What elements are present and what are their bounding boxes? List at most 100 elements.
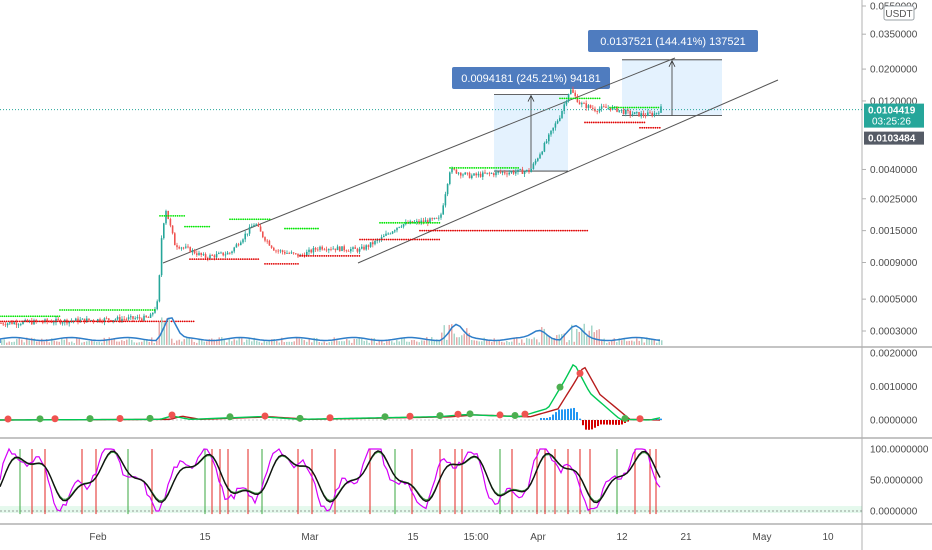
stop-dot-short: [403, 238, 405, 241]
stop-dot-long: [624, 106, 627, 109]
candle-body: [358, 248, 361, 252]
stop-dot-long: [100, 309, 103, 311]
channel-lower-line[interactable]: [357, 79, 779, 264]
stop-dot-long: [251, 218, 253, 221]
stop-dot-short: [586, 229, 589, 232]
channel-upper-line[interactable]: [162, 57, 676, 264]
stop-dot-long: [613, 106, 616, 109]
volume-bar: [551, 337, 553, 345]
volume-bar: [563, 333, 565, 345]
stop-dot-long: [303, 227, 306, 230]
stop-dot-short: [654, 126, 657, 129]
volume-bar: [18, 338, 20, 345]
candle-body: [556, 120, 559, 124]
volume-bar: [528, 338, 530, 345]
macd-histogram-bar: [582, 420, 584, 426]
volume-bar: [251, 341, 253, 345]
stop-dot-short: [47, 320, 50, 323]
candle-body: [105, 318, 108, 320]
stop-dot-short: [449, 229, 452, 232]
candle-body: [136, 317, 139, 319]
volume-bar: [321, 342, 323, 345]
candle-body: [440, 214, 442, 218]
stop-dot-long: [457, 167, 460, 169]
currency-label: USDT: [885, 9, 912, 20]
candle-body: [31, 320, 33, 325]
currency-badge[interactable]: USDT: [883, 5, 915, 21]
stop-dot-short: [303, 255, 306, 257]
volume-bar: [446, 339, 448, 345]
volume-bar: [83, 341, 85, 345]
stop-dot-long: [45, 315, 48, 318]
stop-dot-short: [191, 258, 194, 261]
candle-body: [345, 250, 348, 252]
candle-body: [578, 102, 581, 105]
stop-dot-short: [43, 320, 45, 323]
candle-body: [178, 247, 180, 249]
time-axis[interactable]: Feb 15 Mar 15 15:00 Apr 12 21 May 10: [89, 532, 834, 543]
stop-dot-long: [460, 167, 462, 169]
stop-dot-long: [70, 309, 72, 311]
stop-dot-short: [647, 126, 650, 129]
stop-dot-short: [400, 238, 403, 241]
volume-ma-line: [0, 317, 661, 343]
stop-dot-long: [159, 214, 161, 217]
stop-dot-short: [557, 229, 560, 232]
stop-dot-long: [5, 315, 8, 318]
stop-dot-long: [96, 309, 99, 311]
stop-dot-short: [467, 229, 470, 232]
stop-dot-short: [60, 320, 63, 323]
volume-bar: [366, 340, 368, 345]
volume-bar: [406, 341, 408, 345]
measure-boxes[interactable]: 0.0094181 (245.21%) 94181 0.0137521 (144.…: [452, 30, 758, 172]
stop-dot-short: [429, 238, 432, 241]
trend-channel[interactable]: [162, 57, 779, 264]
stop-dot-long: [120, 309, 123, 311]
stochastic-pane: [0, 447, 862, 515]
price-axis[interactable]: 0.05500000.03500000.02000000.01200000.00…: [862, 2, 918, 338]
current-price-tag: [864, 103, 924, 128]
candle-body: [660, 106, 662, 113]
volume-bar: [661, 340, 663, 345]
volume-bar: [648, 338, 650, 345]
stop-dot-short: [619, 121, 622, 124]
volume-bar: [378, 341, 380, 345]
stop-dot-long: [626, 106, 629, 109]
stop-dot-long: [451, 167, 454, 169]
candle-body: [479, 173, 482, 177]
stop-dot-long: [165, 214, 168, 217]
candle-body: [581, 103, 583, 105]
stop-dot-long: [248, 218, 251, 221]
volume-bar: [368, 342, 370, 345]
stop-dot-short: [226, 258, 229, 261]
candle-body: [35, 320, 37, 322]
stop-dot-short: [93, 320, 96, 323]
volume-bar: [171, 338, 173, 345]
stop-dot-short: [340, 255, 343, 257]
stochastic-axis[interactable]: 100.0000000 50.0000000 0.0000000: [870, 445, 929, 518]
candle-body: [295, 253, 297, 255]
stop-dot-short: [131, 320, 133, 323]
candle-body: [572, 89, 574, 93]
stop-dot-short: [425, 238, 427, 241]
candle-body: [367, 245, 370, 247]
stop-dot-long: [381, 221, 384, 224]
volume-bar: [343, 341, 345, 345]
stop-dot-short: [502, 229, 505, 232]
stop-dot-short: [5, 320, 8, 323]
candle-body: [176, 245, 178, 248]
candle-body: [286, 253, 288, 254]
stop-dot-long: [611, 106, 614, 109]
candle-body: [281, 250, 284, 252]
candle-body: [350, 249, 352, 252]
volume-bar: [196, 342, 198, 345]
volume-bar: [401, 337, 403, 345]
volume-bar: [96, 342, 98, 345]
candle-body: [317, 249, 319, 251]
macd-axis[interactable]: 0.0020000 0.0010000 0.0000000: [870, 349, 918, 427]
stop-dot-long: [74, 309, 77, 311]
price-tick-label: 0.0040000: [870, 165, 918, 176]
candle-body: [429, 218, 431, 223]
stop-dot-short: [623, 121, 626, 124]
